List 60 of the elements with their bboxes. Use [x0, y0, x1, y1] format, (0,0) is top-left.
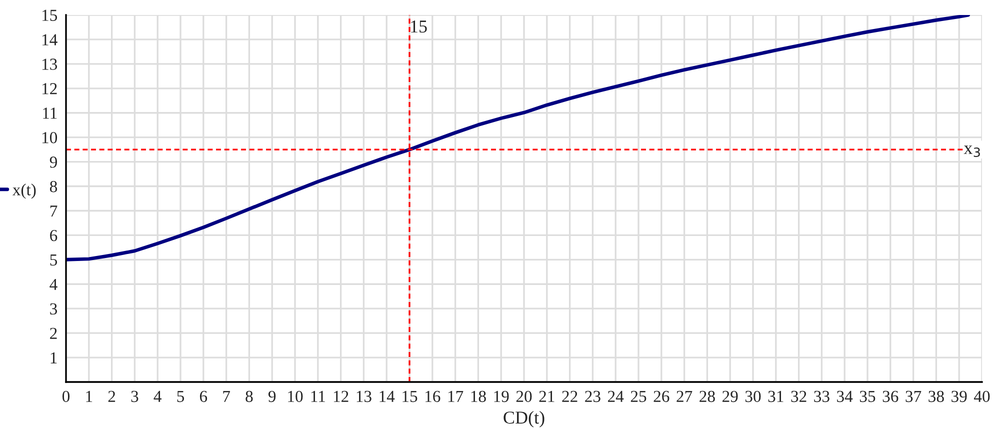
x-tick-label: 24	[608, 390, 624, 402]
y-tick-label: 8	[50, 180, 58, 192]
x-tick-label: 18	[471, 390, 486, 402]
x-tick-label: 19	[494, 390, 509, 402]
y-tick-label: 3	[50, 303, 58, 315]
x-tick-label: 27	[676, 390, 692, 402]
x-tick-label: 36	[882, 390, 898, 402]
x-tick-label: 30	[745, 390, 761, 402]
x-tick-label: 29	[722, 390, 738, 402]
x-tick-label: 21	[539, 390, 554, 402]
x-tick-label: 25	[630, 390, 646, 402]
x-tick-label: 35	[860, 390, 876, 402]
x-tick-label: 39	[952, 390, 967, 402]
x-tick-label: 23	[585, 390, 600, 402]
y-tick-label: 12	[42, 83, 57, 94]
x-tick-label: 2	[108, 390, 116, 402]
ref-line-label: 15	[411, 20, 427, 33]
x-tick-label: 34	[837, 390, 853, 402]
x-tick-label: 31	[768, 390, 784, 402]
y-tick-label: 4	[50, 278, 58, 290]
y-tick-label: 1	[50, 352, 57, 364]
x-tick-label: 33	[814, 390, 830, 402]
y-tick-label: 6	[50, 230, 58, 242]
x-tick-label: 32	[791, 390, 806, 402]
x-tick-label: 17	[448, 390, 464, 402]
x-tick-label: 37	[906, 390, 922, 402]
x-tick-label: 4	[154, 390, 162, 402]
y-tick-label: 15	[42, 10, 58, 21]
x-tick-label: 0	[62, 390, 70, 402]
x-tick-label: 11	[311, 390, 325, 402]
x-tick-label: 8	[246, 390, 253, 402]
x-tick-label: 9	[268, 390, 276, 402]
x-tick-label: 12	[334, 390, 348, 402]
x-tick-label: 3	[131, 390, 138, 402]
y-tick-label: 5	[50, 254, 58, 266]
x-tick-label: 22	[562, 390, 578, 402]
y-tick-label: 7	[50, 206, 58, 217]
x-tick-label: 20	[516, 390, 532, 402]
y-tick-label: 11	[43, 108, 57, 119]
x-tick-label: 13	[356, 390, 372, 402]
x-tick-label: 40	[974, 390, 990, 402]
x-tick-label: 15	[402, 390, 418, 402]
x-tick-label: 38	[928, 390, 944, 402]
y-tick-label: 9	[50, 156, 57, 168]
x-tick-label: 14	[380, 390, 395, 402]
x-tick-label: 1	[86, 390, 92, 402]
y-tick-label: 2	[50, 328, 57, 339]
y-tick-label: 13	[42, 58, 58, 70]
ref-line-label: x$_{3}$	[964, 146, 980, 158]
x-tick-label: 7	[223, 390, 230, 402]
x-tick-label: 26	[654, 390, 670, 402]
x-tick-label: 6	[200, 390, 208, 402]
x-tick-label: 5	[177, 390, 184, 402]
y-tick-label: 10	[42, 132, 58, 144]
x-tick-label: 28	[700, 390, 715, 402]
y-tick-label: 14	[42, 34, 58, 46]
legend-label: x(t)	[12, 184, 36, 199]
x-tick-label: 10	[288, 390, 303, 402]
x-axis-title: CD(t)	[504, 411, 544, 428]
x-tick-label: 16	[426, 390, 440, 402]
